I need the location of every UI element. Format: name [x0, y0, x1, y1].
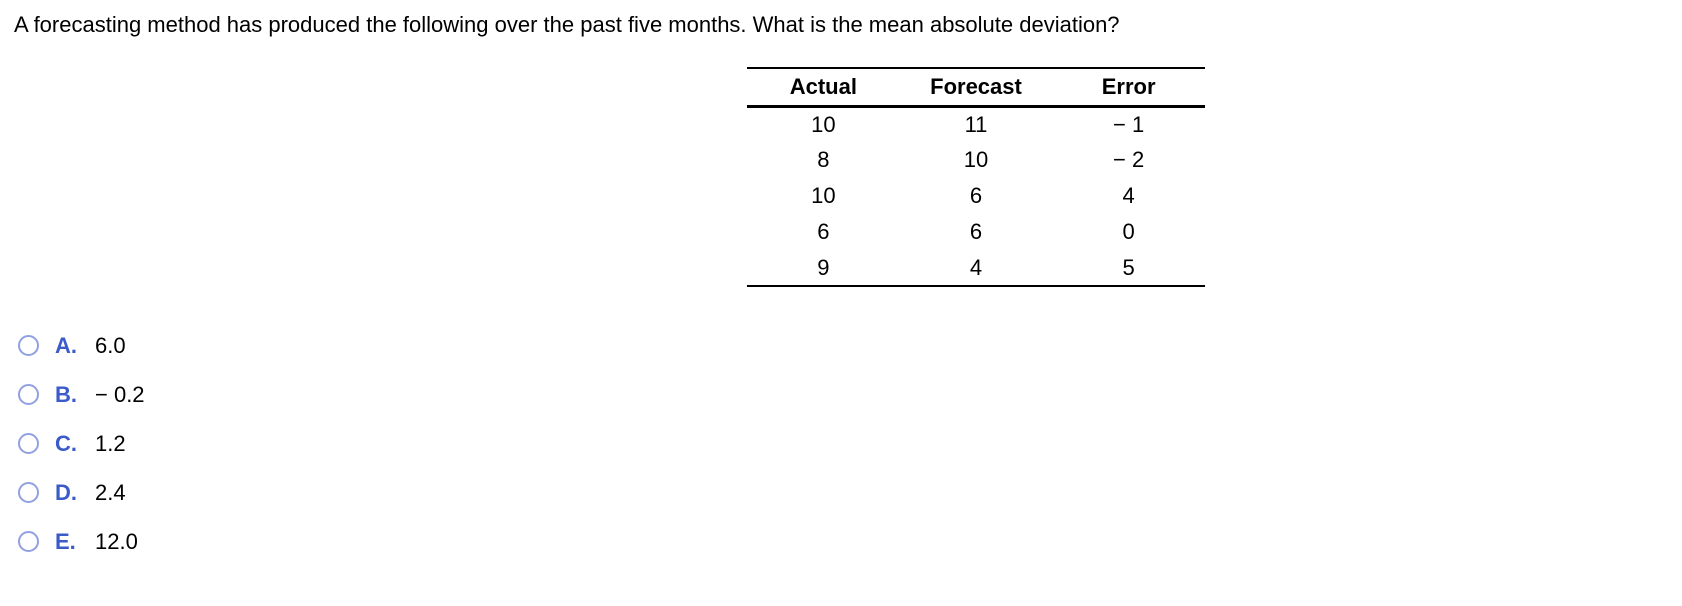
table-row: 9 4 5 [747, 250, 1205, 287]
table-cell: 10 [811, 111, 836, 137]
radio-button-e[interactable] [18, 531, 39, 552]
table-cell: 0 [1122, 219, 1135, 244]
answer-option-e[interactable]: E. 12.0 [0, 517, 145, 566]
option-letter-d: D. [55, 479, 77, 505]
table-cell: 11 [964, 111, 988, 137]
table-cell: 6 [817, 219, 830, 244]
table-cell: − 1 [1113, 111, 1145, 137]
column-header-forecast: Forecast [899, 68, 1053, 108]
option-value-c: 1.2 [95, 430, 126, 456]
option-value-a: 6.0 [95, 332, 126, 358]
table-cell: − 2 [1113, 147, 1145, 172]
table-row: 10 6 4 [747, 178, 1205, 214]
table-cell: 4 [1122, 183, 1135, 208]
table-cell: 10 [811, 183, 836, 208]
table-cell: 5 [1052, 250, 1205, 287]
table-cell: 8 [817, 147, 830, 172]
option-letter-b: B. [55, 381, 77, 407]
answer-options: A. 6.0 B. − 0.2 C. 1.2 D. 2.4 E. 12.0 [0, 321, 145, 566]
table-cell: 10 [963, 147, 989, 172]
radio-button-c[interactable] [18, 433, 39, 454]
column-header-actual: Actual [747, 68, 900, 108]
option-letter-c: C. [55, 430, 77, 456]
table-cell: 6 [969, 219, 983, 244]
answer-option-a[interactable]: A. 6.0 [0, 321, 145, 370]
column-header-error: Error [1052, 68, 1205, 108]
table-cell: 9 [747, 250, 900, 287]
data-table: Actual Forecast Error 10 11 − 1 8 10 − 2… [747, 67, 1205, 287]
table-header-row: Actual Forecast Error [747, 68, 1205, 108]
question-text: A forecasting method has produced the fo… [14, 12, 1120, 37]
table-cell: 4 [899, 250, 1053, 287]
forecast-data-table: Actual Forecast Error 10 11 − 1 8 10 − 2… [747, 67, 1205, 287]
answer-option-b[interactable]: B. − 0.2 [0, 370, 145, 419]
radio-button-b[interactable] [18, 384, 39, 405]
option-value-b: − 0.2 [95, 381, 145, 407]
answer-option-d[interactable]: D. 2.4 [0, 468, 145, 517]
option-value-d: 2.4 [95, 479, 126, 505]
table-row: 8 10 − 2 [747, 142, 1205, 178]
radio-button-a[interactable] [18, 335, 39, 356]
option-letter-e: E. [55, 528, 76, 554]
table-cell: 6 [969, 183, 983, 208]
answer-option-c[interactable]: C. 1.2 [0, 419, 145, 468]
option-value-e: 12.0 [95, 528, 138, 554]
option-letter-a: A. [55, 332, 77, 358]
table-row: 6 6 0 [747, 214, 1205, 250]
radio-button-d[interactable] [18, 482, 39, 503]
table-row: 10 11 − 1 [747, 106, 1205, 142]
